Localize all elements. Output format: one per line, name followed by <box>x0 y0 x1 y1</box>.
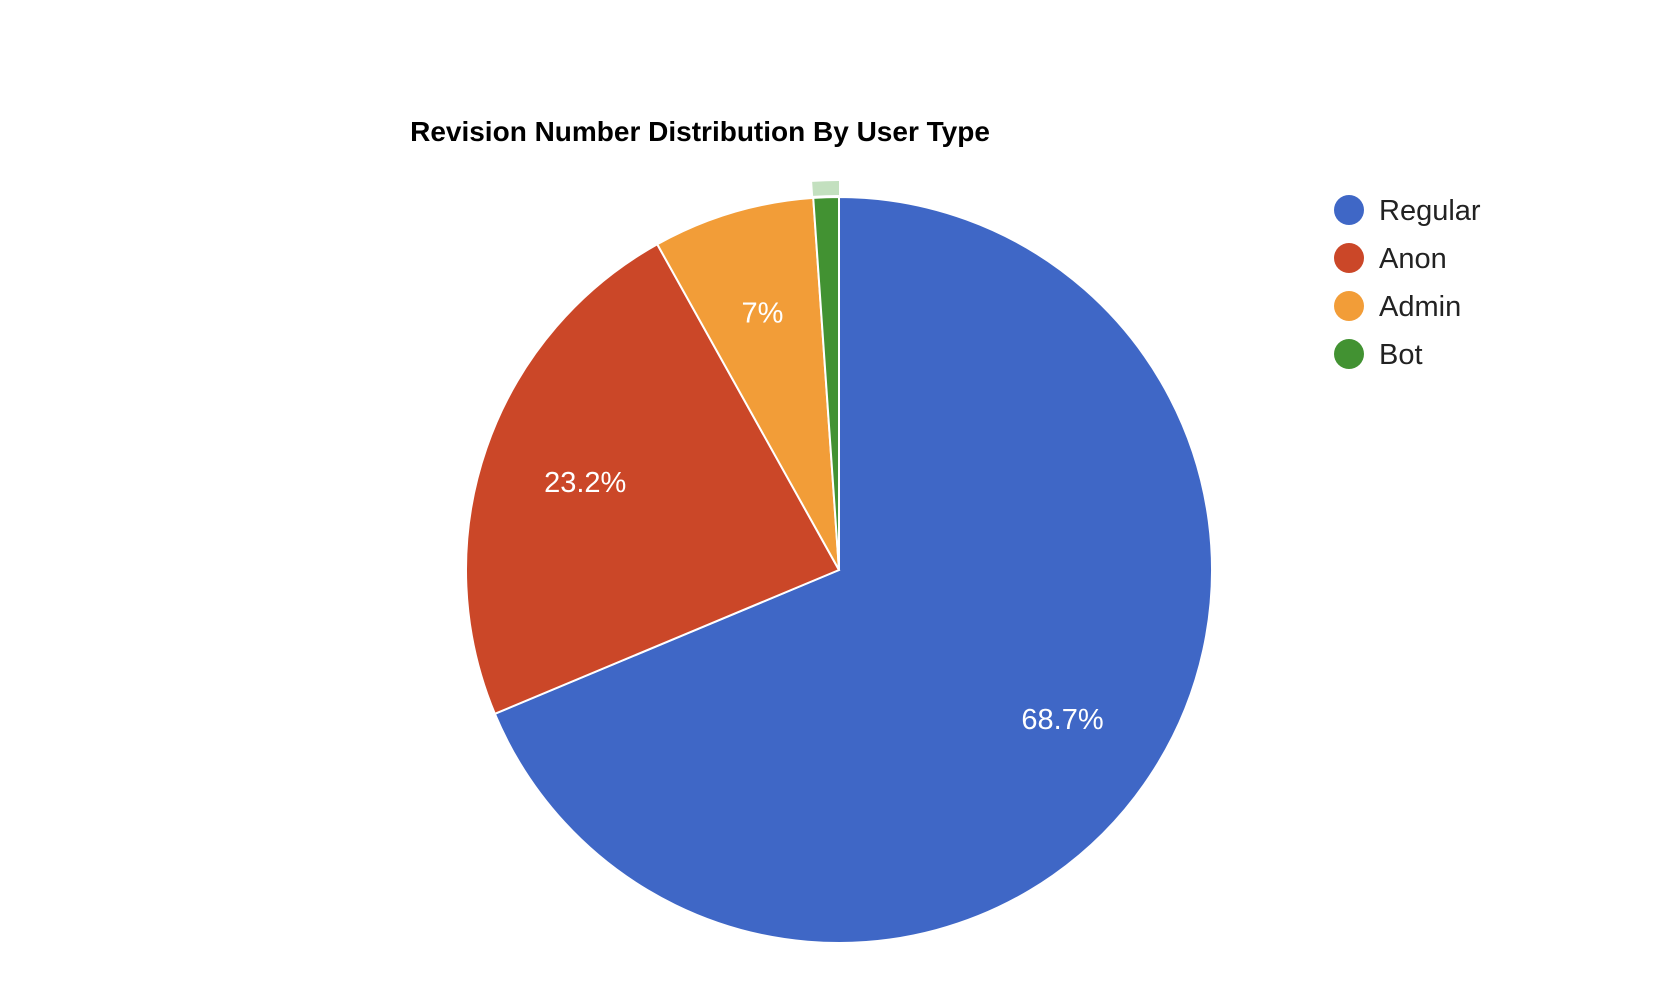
slice-label-anon: 23.2% <box>544 467 626 499</box>
chart-title: Revision Number Distribution By User Typ… <box>410 116 990 147</box>
legend-label-anon[interactable]: Anon <box>1379 243 1447 275</box>
pie-slice-highlight-bot <box>812 181 839 196</box>
legend-label-bot[interactable]: Bot <box>1379 339 1423 371</box>
slice-label-admin: 7% <box>741 298 783 330</box>
pie-slice-bot[interactable] <box>812 195 840 571</box>
pie-slices <box>465 181 1213 944</box>
pie-slice-regular[interactable] <box>493 195 1213 944</box>
legend-label-regular[interactable]: Regular <box>1379 195 1481 227</box>
legend-marker-admin[interactable] <box>1334 291 1364 321</box>
legend-marker-anon[interactable] <box>1334 243 1364 273</box>
pie-slice-admin[interactable] <box>655 196 840 571</box>
legend-marker-bot[interactable] <box>1334 339 1364 369</box>
slice-label-regular: 68.7% <box>1021 704 1103 736</box>
legend-label-admin[interactable]: Admin <box>1379 291 1461 323</box>
pie-slice-anon[interactable] <box>465 242 841 716</box>
pie-slice-labels: 68.7% 23.2% 7% <box>544 298 1104 736</box>
legend: Regular Anon Admin Bot <box>1334 195 1481 371</box>
legend-marker-regular[interactable] <box>1334 195 1364 225</box>
